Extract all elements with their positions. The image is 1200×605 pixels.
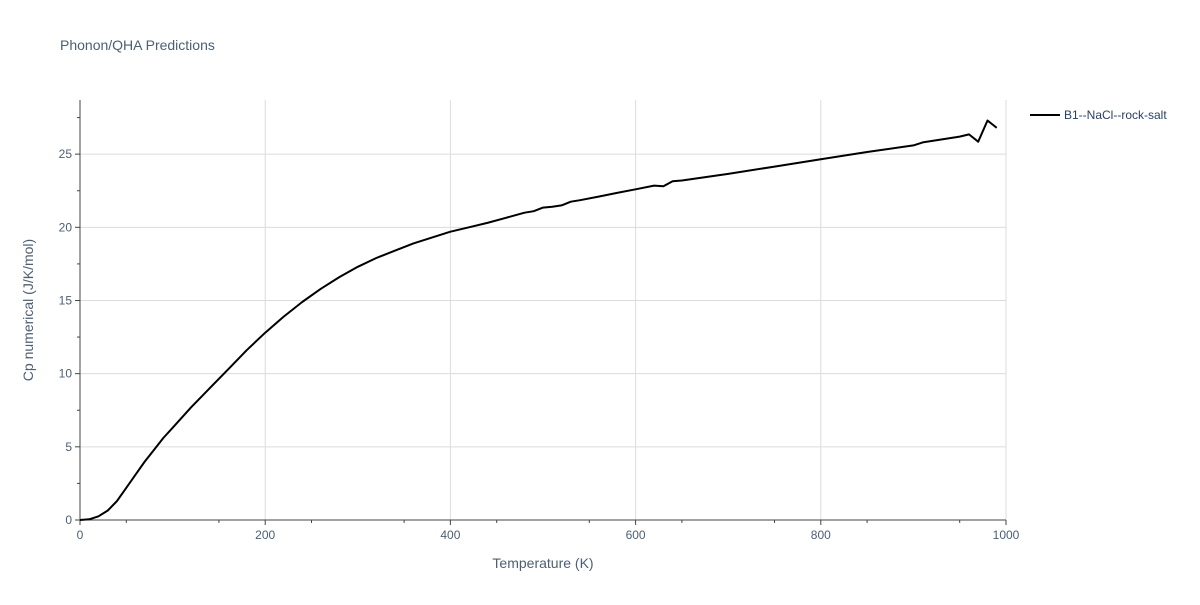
y-tick-label: 5	[65, 440, 72, 454]
x-tick-label: 0	[77, 528, 84, 542]
grid-layer	[80, 100, 1007, 520]
y-tick-label: 20	[59, 220, 73, 234]
chart-title: Phonon/QHA Predictions	[60, 37, 215, 53]
x-tick-label: 600	[626, 528, 646, 542]
x-tick-label: 400	[440, 528, 460, 542]
x-axis-title: Temperature (K)	[492, 555, 593, 571]
y-tick-label: 15	[59, 293, 73, 307]
legend-item-label: B1--NaCl--rock-salt	[1064, 108, 1167, 122]
y-tick-label: 25	[59, 147, 73, 161]
x-tick-label: 200	[255, 528, 275, 542]
axis-layer: 0 200 400 600 800 1000 0 5 10 15 20 25	[59, 100, 1020, 542]
legend[interactable]: B1--NaCl--rock-salt	[1030, 108, 1167, 122]
y-tick-label: 10	[59, 367, 73, 381]
series-layer	[79, 119, 998, 521]
y-axis-title: Cp numerical (J/K/mol)	[20, 239, 36, 381]
x-tick-label: 1000	[993, 528, 1020, 542]
series-line	[79, 119, 998, 521]
x-tick-label: 800	[811, 528, 831, 542]
y-tick-label: 0	[65, 513, 72, 527]
